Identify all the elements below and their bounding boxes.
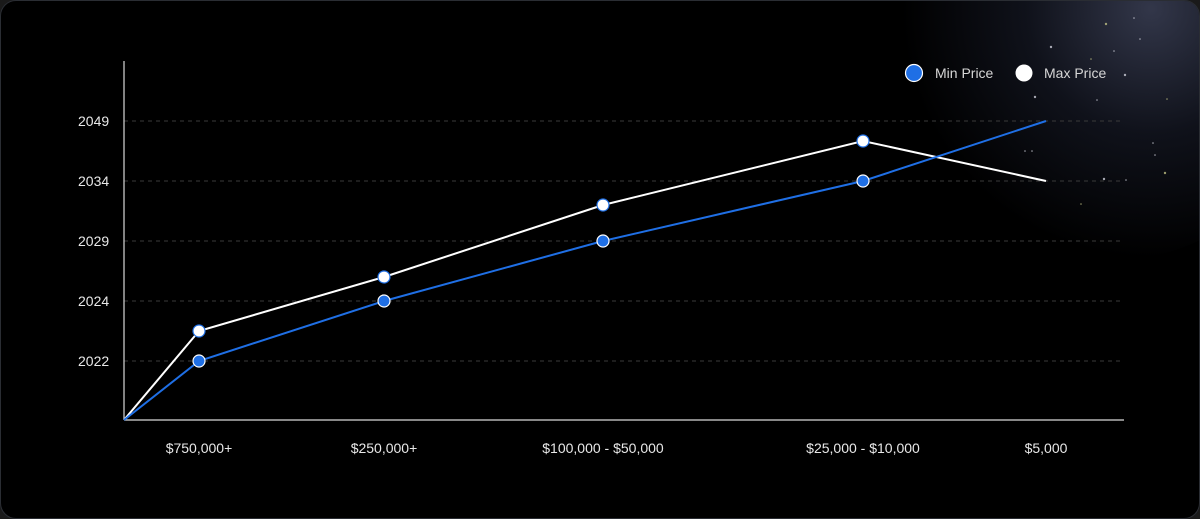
star	[1049, 45, 1053, 49]
y-tick-label: 2024	[78, 293, 109, 309]
data-point-min-price	[856, 174, 870, 188]
series-line-min-price	[123, 120, 1047, 421]
star	[1166, 98, 1168, 100]
star	[1090, 58, 1092, 60]
legend-marker-min-price	[904, 63, 924, 83]
legend-marker-max-price	[1015, 64, 1033, 82]
x-tick-label: $5,000	[1025, 440, 1068, 456]
star	[1163, 171, 1167, 175]
star	[1080, 203, 1082, 205]
x-axis-ticks: $750,000+ $250,000+ $100,000 - $50,000 $25,…	[166, 440, 1068, 456]
legend-label-max-price: Max Price	[1044, 65, 1106, 81]
x-tick-label: $750,000+	[166, 440, 233, 456]
star	[1104, 22, 1108, 26]
star	[1125, 179, 1127, 181]
data-point-min-price	[192, 354, 206, 368]
series-line-max-price	[123, 139, 1047, 421]
x-tick-label: $100,000 - $50,000	[542, 440, 664, 456]
data-point-min-price	[596, 234, 610, 248]
legend: Min Price Max Price	[904, 63, 1106, 83]
star	[1031, 150, 1033, 152]
star	[1133, 17, 1135, 19]
star	[1024, 150, 1026, 152]
star	[1139, 38, 1141, 40]
star	[1154, 154, 1156, 156]
grid-lines	[124, 120, 1124, 362]
data-point-max-price	[856, 134, 870, 148]
y-tick-label: 2022	[78, 353, 109, 369]
y-axis-ticks: 2022 2024 2029 2034 2049	[78, 113, 109, 369]
x-tick-label: $25,000 - $10,000	[806, 440, 920, 456]
y-tick-label: 2049	[78, 113, 109, 129]
star	[1096, 99, 1098, 101]
data-point-max-price	[377, 270, 391, 284]
star	[1033, 95, 1037, 99]
series-markers	[192, 134, 870, 368]
star	[1102, 177, 1106, 181]
data-point-max-price	[192, 324, 206, 338]
star	[1123, 73, 1127, 77]
star-decoration	[1024, 17, 1168, 205]
y-tick-label: 2029	[78, 233, 109, 249]
axes	[123, 61, 1124, 421]
star	[1113, 50, 1115, 52]
data-point-max-price	[596, 198, 610, 212]
series-lines	[123, 120, 1047, 421]
legend-label-min-price: Min Price	[935, 65, 994, 81]
star	[1152, 142, 1154, 144]
y-tick-label: 2034	[78, 173, 109, 189]
data-point-min-price	[377, 294, 391, 308]
x-tick-label: $250,000+	[351, 440, 418, 456]
